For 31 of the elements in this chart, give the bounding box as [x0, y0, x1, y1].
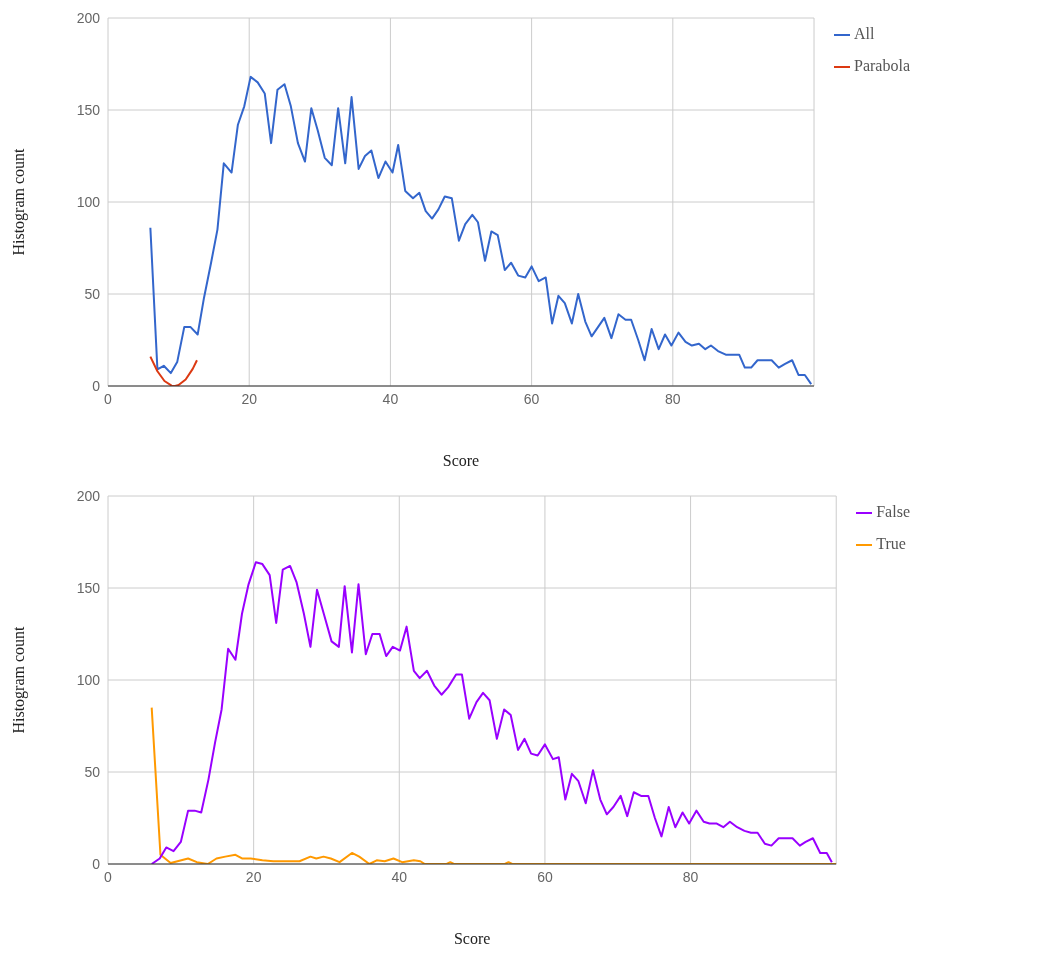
y-tick-label: 0	[92, 377, 101, 394]
y-axis-title: Histogram count	[9, 147, 28, 256]
y-axis-title: Histogram count	[9, 625, 28, 734]
line-series	[149, 75, 813, 386]
y-tick-label: 50	[84, 763, 101, 780]
legend-label: True	[876, 535, 906, 552]
x-tick-label: 0	[104, 390, 113, 407]
legend-label: All	[854, 25, 875, 42]
x-tick-label: 60	[537, 868, 553, 885]
y-tick-label: 150	[76, 579, 101, 596]
y-tick-label: 50	[84, 285, 101, 302]
x-tick-label: 0	[104, 868, 113, 885]
legend-label: False	[876, 503, 910, 520]
y-tick-label: 100	[76, 671, 101, 688]
x-tick-label: 40	[391, 868, 408, 885]
y-tick-label: 200	[76, 487, 101, 504]
x-tick-label: 80	[665, 390, 681, 407]
x-tick-label: 20	[245, 868, 262, 885]
x-tick-label: 20	[241, 390, 258, 407]
x-axis-title: Score	[442, 452, 480, 469]
y-tick-label: 200	[76, 9, 101, 26]
legend-label: Parabola	[854, 57, 910, 74]
x-axis-title: Score	[453, 930, 491, 947]
line-series	[149, 355, 198, 386]
y-tick-label: 0	[92, 855, 101, 872]
x-tick-label: 60	[523, 390, 540, 407]
x-tick-label: 80	[682, 868, 699, 885]
y-tick-label: 150	[76, 101, 101, 118]
line-series	[150, 561, 833, 864]
x-tick-label: 40	[382, 390, 399, 407]
y-tick-label: 100	[76, 193, 101, 210]
